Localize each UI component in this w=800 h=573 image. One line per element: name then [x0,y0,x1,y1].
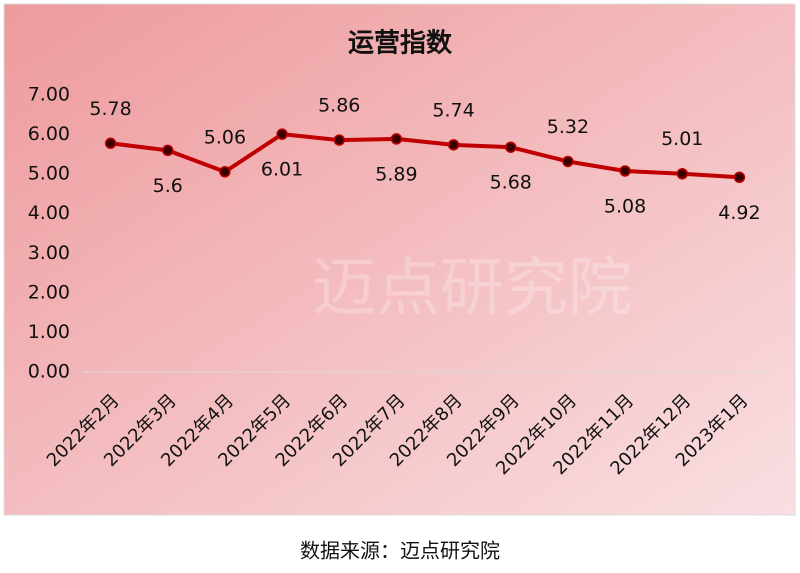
chart-background [3,3,796,516]
data-label: 5.08 [604,195,646,217]
y-tick-label: 5.00 [28,163,70,185]
data-label: 5.06 [204,126,246,148]
data-label: 5.74 [432,99,474,121]
y-tick-label: 3.00 [28,242,70,264]
series-line [110,132,740,180]
data-label: 5.6 [153,175,183,197]
data-point [619,165,631,177]
data-point [162,144,174,157]
data-label: 5.01 [661,128,703,150]
watermark: 迈点研究院 [312,252,632,326]
data-point [676,167,688,180]
chart-title: 运营指数 [348,29,453,59]
y-tick-label: 7.00 [28,84,70,106]
data-label: 5.86 [318,95,360,117]
data-point [104,137,117,150]
data-point [276,128,288,140]
data-label: 5.78 [89,98,131,120]
data-point [562,155,574,168]
y-tick-label: 1.00 [28,321,70,343]
data-label: 5.89 [375,163,417,185]
data-point [219,166,231,178]
data-point [333,134,345,146]
data-label: 5.68 [490,172,532,194]
data-label: 5.32 [547,116,589,138]
source-note: 数据来源：迈点研究院 [300,539,500,563]
data-point [447,139,460,151]
data-point [505,141,517,153]
data-point [733,171,746,184]
y-tick-label: 6.00 [28,123,70,145]
data-label: 6.01 [261,159,303,181]
y-tick-label: 2.00 [28,281,70,303]
data-point [390,133,403,145]
y-tick-label: 0.00 [28,361,70,383]
data-label: 4.92 [718,202,760,224]
y-tick-label: 4.00 [28,202,70,224]
